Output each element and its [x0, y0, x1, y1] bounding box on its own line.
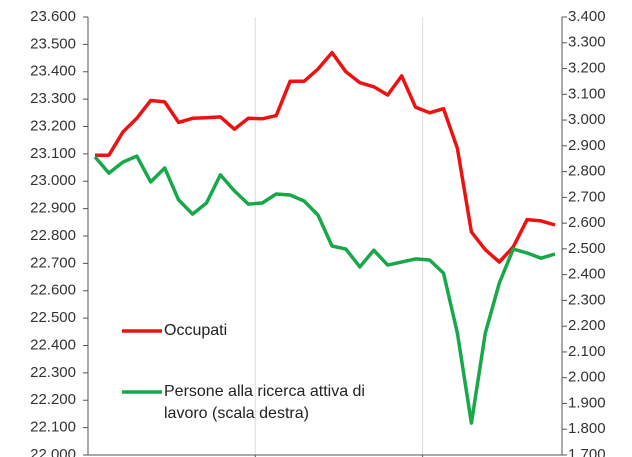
y2-tick-label: 3.300 [568, 34, 606, 51]
series-line [93, 154, 556, 425]
y2-tick-label: 1.700 [568, 446, 606, 457]
y-tick-label: 23.100 [30, 145, 76, 162]
y-tick-label: 22.000 [30, 446, 76, 457]
y-tick-label: 23.000 [30, 172, 76, 189]
y2-tick-label: 2.800 [568, 163, 606, 180]
y-tick-label: 23.500 [30, 35, 76, 52]
y2-tick-label: 2.600 [568, 214, 606, 231]
y2-tick-label: 3.100 [568, 85, 606, 102]
y-tick-label: 22.900 [30, 200, 76, 217]
y-tick-label: 22.600 [30, 282, 76, 299]
y2-tick-label: 3.400 [568, 8, 606, 25]
y2-tick-label: 2.900 [568, 137, 606, 154]
legend-label: Persone alla ricerca attiva di lavoro (s… [164, 383, 365, 422]
y-tick-label: 22.400 [30, 336, 76, 353]
y-tick-label: 22.200 [30, 391, 76, 408]
y-tick-label: 23.600 [30, 8, 76, 25]
y-tick-label: 23.200 [30, 117, 76, 134]
y2-tick-label: 2.000 [568, 369, 606, 386]
y2-tick-label: 2.700 [568, 188, 606, 205]
y2-tick-label: 3.000 [568, 111, 606, 128]
y2-tick-label: 2.500 [568, 240, 606, 257]
y-tick-label: 22.500 [30, 309, 76, 326]
y2-tick-label: 1.900 [568, 394, 606, 411]
y2-tick-label: 3.200 [568, 59, 606, 76]
y2-tick-label: 2.300 [568, 291, 606, 308]
y2-tick-label: 2.400 [568, 266, 606, 283]
y-tick-label: 22.800 [30, 227, 76, 244]
y-tick-label: 22.100 [30, 419, 76, 436]
legend-label: Occupati [164, 322, 228, 339]
series-line [95, 50, 556, 264]
y2-tick-label: 2.200 [568, 317, 606, 334]
y-tick-label: 23.400 [30, 63, 76, 80]
y2-tick-label: 2.100 [568, 343, 606, 360]
y2-tick-label: 1.800 [568, 420, 606, 437]
y-tick-label: 22.700 [30, 254, 76, 271]
y-tick-label: 22.300 [30, 364, 76, 381]
y-tick-label: 23.300 [30, 90, 76, 107]
